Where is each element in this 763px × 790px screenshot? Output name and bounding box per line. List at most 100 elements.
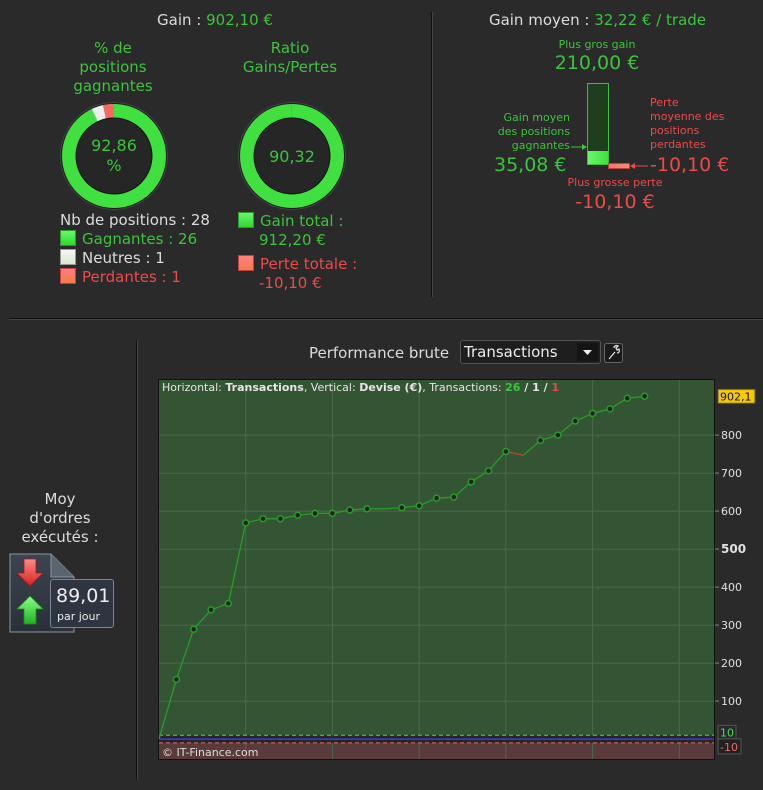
- data-point: [606, 405, 614, 413]
- red-swatch-icon: [238, 255, 254, 271]
- orders-label-line: Moy: [44, 490, 76, 508]
- performance-label: Performance brute: [309, 344, 450, 362]
- data-point: [502, 447, 510, 456]
- avg-gain-arrow-icon: [571, 144, 587, 150]
- data-point: [415, 502, 423, 510]
- average-gain-label: Gain moyen :: [488, 11, 595, 29]
- legend-neutral-label: Neutres : 1: [82, 249, 165, 267]
- avg-loss-label-line: perdantes: [650, 138, 706, 151]
- series-segment: [193, 609, 212, 630]
- lower-ref-label: -10: [720, 741, 738, 754]
- avg-loss-label-line: moyenne des: [650, 110, 725, 123]
- avg-win-label: Gain moyen des positions gagnantes: [470, 111, 570, 153]
- gain-bar: [587, 83, 609, 165]
- settings-wrench-button[interactable]: [604, 343, 623, 363]
- caption-h-value: Transactions: [225, 381, 304, 394]
- y-tick-label: 200: [721, 657, 742, 670]
- data-point: [172, 675, 181, 684]
- plot-area-negative: [159, 739, 714, 760]
- red-swatch-icon: [60, 268, 76, 284]
- data-point: [276, 514, 285, 523]
- win-pct-title-line: positions: [79, 58, 147, 76]
- data-point: [623, 394, 632, 402]
- green-swatch-icon: [238, 212, 254, 228]
- y-tick-label: 700: [721, 467, 742, 480]
- caption-h-label: Horizontal:: [162, 381, 226, 394]
- loss-total-value: -10,10 €: [259, 274, 322, 292]
- performance-chart: 51015202530100200300400500600700800902,1…: [158, 379, 756, 760]
- y-tick-label: 500: [721, 542, 746, 556]
- legend-winning: Gagnantes : 26: [60, 230, 210, 249]
- white-swatch-icon: [60, 249, 76, 265]
- data-point: [259, 514, 267, 523]
- caption-sep: /: [539, 381, 552, 394]
- vertical-divider: [136, 340, 138, 780]
- caption-t-win: 26: [505, 381, 521, 394]
- avg-loss-arrow-icon: [630, 163, 648, 169]
- data-point: [207, 606, 215, 614]
- y-tick-label: 600: [721, 505, 742, 518]
- upper-ref-label: 10: [720, 726, 734, 739]
- data-point: [241, 519, 250, 527]
- caption-v-value: Devise (€): [359, 381, 423, 394]
- avg-loss-label-line: Perte: [650, 96, 679, 109]
- average-gain: Gain moyen : 32,22 € / trade: [432, 11, 763, 29]
- up-arrow-icon: [16, 595, 44, 625]
- ratio-title: Ratio Gains/Pertes: [220, 39, 360, 77]
- performance-mode-dropdown[interactable]: Transactions: [460, 340, 601, 364]
- avg-loss-label: Perte moyenne des positions perdantes: [650, 96, 724, 152]
- plot-frame: [158, 379, 715, 760]
- total-gain-label: Gain :: [157, 11, 207, 29]
- avg-loss-label-line: positions: [650, 124, 700, 137]
- data-point: [328, 509, 337, 518]
- biggest-gain-label: Plus gros gain: [558, 38, 636, 51]
- win-pct-donut: 92,86 %: [60, 102, 168, 210]
- avg-win-value: 35,08 €: [494, 154, 567, 176]
- total-gain: Gain : 902,10 €: [0, 11, 430, 29]
- legend-losing-label: Perdantes : 1: [82, 268, 181, 286]
- last-value-badge: [717, 388, 756, 404]
- data-point: [640, 392, 649, 401]
- lower-ref-badge: [717, 738, 742, 755]
- data-point: [363, 505, 371, 513]
- ratio-value: 90,32: [269, 147, 315, 166]
- horizontal-divider: [9, 318, 763, 320]
- series-segment: [158, 679, 177, 740]
- orders-label-line: exécutés :: [21, 528, 99, 546]
- data-point: [536, 436, 545, 445]
- data-point: [294, 511, 302, 520]
- green-swatch-icon: [60, 230, 76, 246]
- data-point: [484, 467, 493, 475]
- ratio-title-line: Ratio: [270, 39, 310, 57]
- avg-gain-fill: [588, 150, 608, 164]
- gain-total-label: Gain total :: [260, 212, 344, 230]
- gain-total-value: 912,20 €: [259, 231, 326, 249]
- dropdown-selected-value: Transactions: [464, 343, 558, 361]
- win-pct-title-line: % de: [94, 39, 132, 57]
- win-pct-unit: %: [106, 156, 121, 175]
- data-point: [450, 493, 458, 501]
- series-segment: [522, 439, 541, 456]
- wrench-icon: [608, 344, 621, 360]
- vertical-divider: [431, 12, 433, 297]
- biggest-gain-value: 210,00 €: [554, 52, 640, 74]
- legend-neutral: Neutres : 1: [60, 249, 210, 268]
- biggest-loss-label: Plus grosse perte: [567, 176, 663, 189]
- ratio-title-line: Gains/Pertes: [242, 58, 338, 76]
- y-tick-label: 800: [721, 429, 742, 442]
- data-point: [398, 503, 406, 512]
- loss-bar: [608, 163, 630, 169]
- data-point: [467, 478, 475, 486]
- biggest-loss-value: -10,10 €: [575, 191, 655, 213]
- win-pct-title-line: gagnantes: [73, 77, 153, 95]
- chevron-down-icon: [583, 350, 592, 355]
- orders-unit: par jour: [57, 610, 101, 623]
- y-tick-label: 100: [721, 695, 742, 708]
- series-segment: [227, 522, 247, 604]
- data-point: [432, 494, 441, 502]
- donut-segment-loss: [240, 104, 344, 208]
- data-point: [554, 431, 562, 439]
- win-pct-value: 92,86: [91, 136, 137, 155]
- totals-legend: Gain total : 912,20 € Perte totale : -10…: [238, 212, 357, 293]
- dropdown-toggle[interactable]: [577, 343, 598, 361]
